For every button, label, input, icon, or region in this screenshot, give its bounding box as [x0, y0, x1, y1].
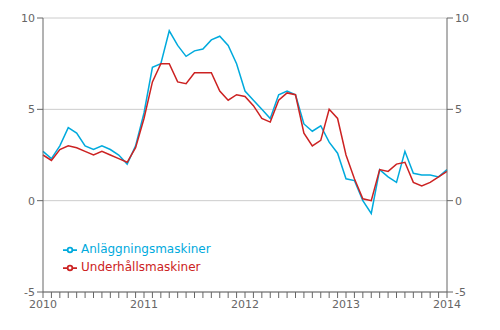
svg-text:0: 0 — [28, 195, 35, 208]
svg-text:5: 5 — [455, 103, 462, 116]
svg-text:2014: 2014 — [433, 298, 461, 311]
svg-text:2012: 2012 — [231, 298, 259, 311]
svg-text:2010: 2010 — [29, 298, 57, 311]
svg-text:2013: 2013 — [332, 298, 360, 311]
svg-text:-5: -5 — [455, 286, 466, 299]
html-text:Anläggningsmaskiner: Anläggningsmaskiner — [81, 242, 211, 256]
svg-text:10: 10 — [21, 12, 35, 25]
svg-text:5: 5 — [28, 103, 35, 116]
html-text:Underhållsmaskiner: Underhållsmaskiner — [81, 260, 201, 274]
svg-text:0: 0 — [455, 195, 462, 208]
svg-text:2011: 2011 — [130, 298, 158, 311]
svg-text:10: 10 — [455, 12, 469, 25]
svg-text:-5: -5 — [24, 286, 35, 299]
